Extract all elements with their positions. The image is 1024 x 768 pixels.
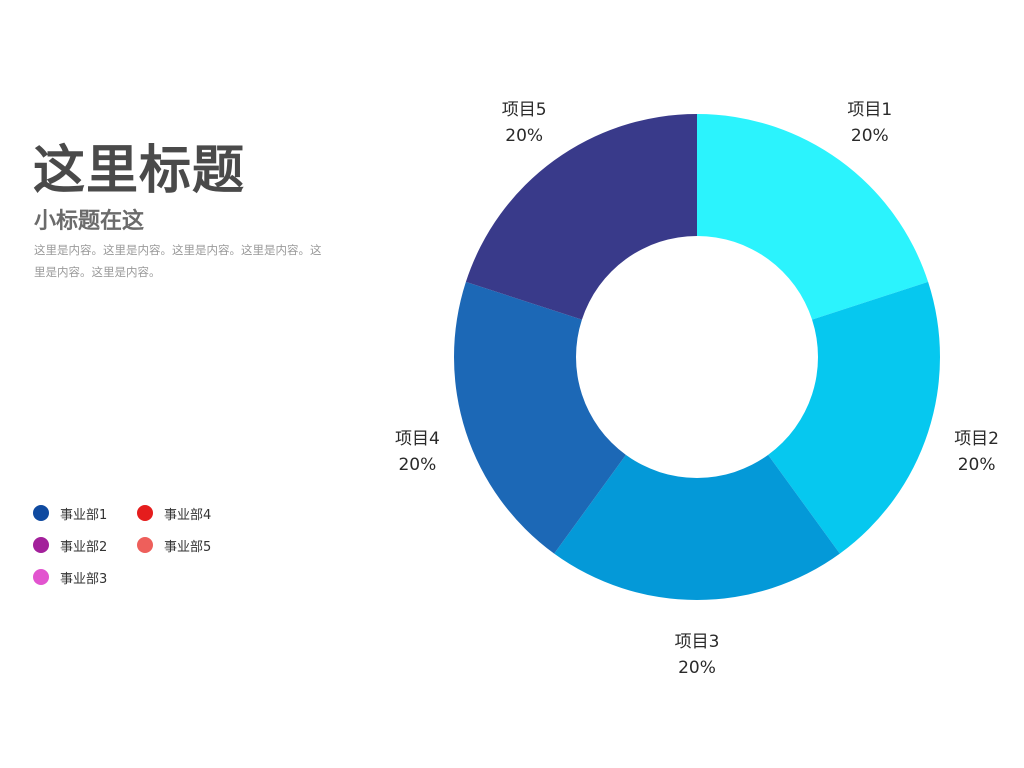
legend-dot-icon [33, 505, 49, 521]
slice-value-label: 20% [398, 455, 436, 475]
donut-slice-5 [465, 114, 697, 320]
slice-value-label: 20% [505, 126, 543, 146]
page-title: 这里标题 [33, 141, 246, 201]
slice-category-label: 项目5 [502, 100, 547, 120]
slice-category-label: 项目2 [954, 429, 999, 449]
legend-label: 事业部5 [164, 539, 212, 555]
legend-dot-icon [137, 537, 153, 553]
legend-item-5: 事业部5 [137, 535, 241, 555]
slice-value-label: 20% [678, 658, 716, 678]
donut-slice-1 [697, 114, 929, 320]
legend-label: 事业部2 [60, 539, 108, 555]
legend-dot-icon [33, 569, 49, 585]
slice-category-label: 项目4 [395, 429, 440, 449]
body-text: 这里是内容。这里是内容。这里是内容。这里是内容。这里是内容。这里是内容。 [34, 243, 322, 279]
legend: 事业部1 事业部4 事业部2 事业部5 事业部3 [33, 503, 253, 587]
legend-item-3: 事业部3 [33, 567, 137, 587]
legend-item-2: 事业部2 [33, 535, 137, 555]
legend-item-4: 事业部4 [137, 503, 241, 523]
slice-value-label: 20% [851, 126, 889, 146]
donut-slice-2 [768, 281, 940, 554]
slice-category-label: 项目1 [847, 100, 892, 120]
legend-label: 事业部1 [60, 507, 108, 523]
donut-slice-4 [454, 281, 626, 554]
page-subtitle: 小标题在这 [34, 209, 145, 234]
legend-label: 事业部3 [60, 571, 108, 587]
slice-category-label: 项目3 [675, 632, 720, 652]
legend-dot-icon [33, 537, 49, 553]
legend-dot-icon [137, 505, 153, 521]
donut-slice-3 [554, 454, 840, 600]
slice-value-label: 20% [958, 455, 996, 475]
legend-item-1: 事业部1 [33, 503, 137, 523]
legend-label: 事业部4 [164, 507, 212, 523]
